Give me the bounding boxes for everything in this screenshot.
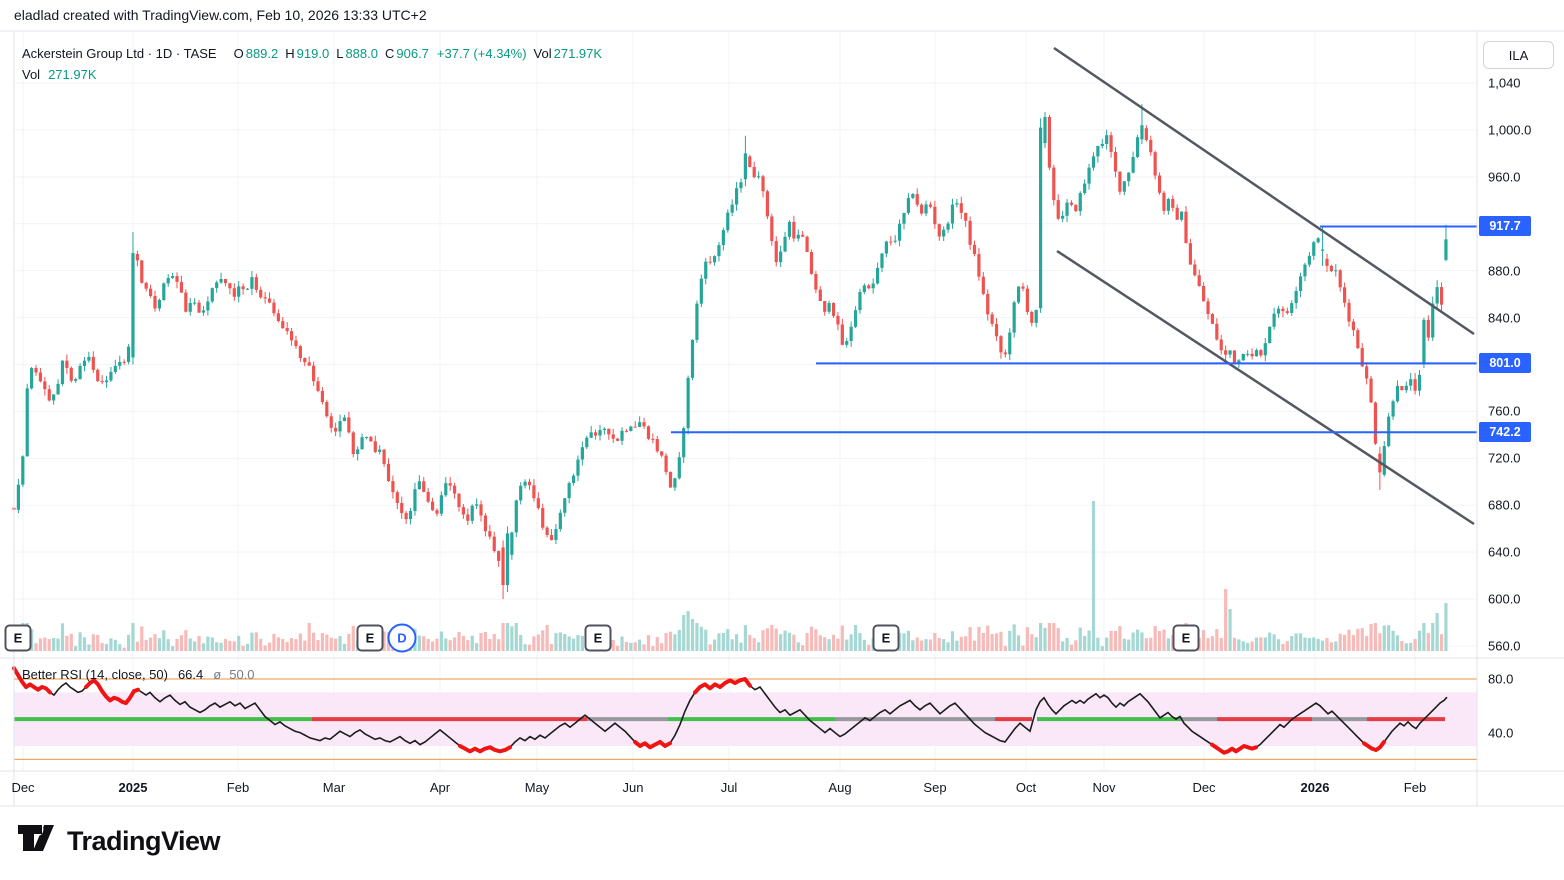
- volume-label: Vol: [533, 46, 552, 61]
- price-axis-tick: 640.0: [1488, 544, 1521, 560]
- volume-row-label: Vol: [22, 67, 41, 82]
- volume-row-value: 271.97K: [48, 67, 97, 82]
- high-label: H: [285, 46, 295, 61]
- earnings-badge[interactable]: E: [1172, 624, 1200, 652]
- rsi-average-symbol: ø: [213, 667, 222, 682]
- currency-toggle-button[interactable]: ILA: [1483, 41, 1554, 69]
- channel-trendline[interactable]: [1053, 46, 1475, 336]
- time-axis-label: Oct: [1015, 780, 1037, 795]
- open-value: 889.2: [245, 46, 279, 61]
- time-axis-label: Feb: [226, 780, 250, 795]
- rsi-axis-tick: 80.0: [1488, 671, 1514, 687]
- time-axis-label: Dec: [11, 780, 35, 795]
- snapshot-credit: eladlad created with TradingView.com, Fe…: [14, 7, 427, 23]
- open-label: O: [233, 46, 244, 61]
- price-axis-tick: 840.0: [1488, 310, 1521, 326]
- symbol-title: Ackerstein Group Ltd · 1D · TASE: [22, 46, 217, 61]
- tradingview-wordmark: TradingView: [67, 825, 221, 856]
- rsi-indicator-legend: Better RSI (14, close, 50) 66.4 ø 50.0: [22, 667, 255, 682]
- price-axis-tick: 680.0: [1488, 497, 1521, 513]
- rsi-average-value: 50.0: [229, 667, 255, 682]
- rsi-current-value: 66.4: [177, 667, 204, 682]
- close-value: 906.7: [396, 46, 429, 61]
- time-axis-label: Feb: [1403, 780, 1427, 795]
- price-axis-tick: 1,040: [1488, 75, 1521, 91]
- time-axis-label: Apr: [429, 780, 451, 795]
- rsi-axis-tick: 40.0: [1488, 725, 1514, 741]
- time-axis-label: May: [524, 780, 550, 795]
- high-value: 919.0: [296, 46, 330, 61]
- rsi-title: Better RSI (14, close, 50): [22, 667, 168, 682]
- earnings-badge[interactable]: E: [872, 624, 900, 652]
- price-axis-tick: 600.0: [1488, 591, 1521, 607]
- time-axis-label: Dec: [1192, 780, 1216, 795]
- low-label: L: [336, 46, 344, 61]
- time-axis-label: Jul: [720, 780, 738, 795]
- tradingview-logo-icon: [18, 825, 54, 851]
- dividend-badge[interactable]: D: [387, 623, 417, 653]
- volume-indicator-legend: Vol 271.97K: [22, 67, 97, 82]
- symbol-legend: Ackerstein Group Ltd · 1D · TASE O 889.2 H 9…: [22, 46, 602, 61]
- channel-trendline[interactable]: [1056, 249, 1475, 526]
- change-value: +37.7 (+4.34%): [436, 46, 527, 61]
- price-level-label[interactable]: 801.0: [1479, 353, 1531, 374]
- volume-value: 271.97K: [553, 46, 603, 61]
- tradingview-footer[interactable]: TradingView: [18, 824, 221, 858]
- time-axis-label: Jun: [622, 780, 644, 795]
- price-axis-tick: 760.0: [1488, 403, 1521, 419]
- price-axis-tick: 960.0: [1488, 169, 1521, 185]
- volume-bars: [12, 501, 1448, 651]
- time-axis-label: 2025: [118, 780, 148, 795]
- price-axis-tick: 1,000.0: [1488, 122, 1532, 138]
- price-axis-tick: 880.0: [1488, 263, 1521, 279]
- candles: [12, 104, 1448, 600]
- time-axis-label: Aug: [828, 780, 852, 795]
- earnings-badge[interactable]: E: [356, 624, 384, 652]
- earnings-badge[interactable]: E: [4, 624, 32, 652]
- close-label: C: [384, 46, 395, 61]
- low-value: 888.0: [345, 46, 378, 61]
- time-axis-label: 2026: [1300, 780, 1330, 795]
- price-axis-tick: 560.0: [1488, 638, 1521, 654]
- time-axis-label: Sep: [923, 780, 947, 795]
- price-level-label[interactable]: 742.2: [1479, 422, 1531, 443]
- time-axis-label: Mar: [322, 780, 346, 795]
- price-axis-tick: 720.0: [1488, 450, 1521, 466]
- price-level-label[interactable]: 917.7: [1479, 216, 1531, 237]
- time-axis-label: Nov: [1092, 780, 1116, 795]
- earnings-badge[interactable]: E: [584, 624, 612, 652]
